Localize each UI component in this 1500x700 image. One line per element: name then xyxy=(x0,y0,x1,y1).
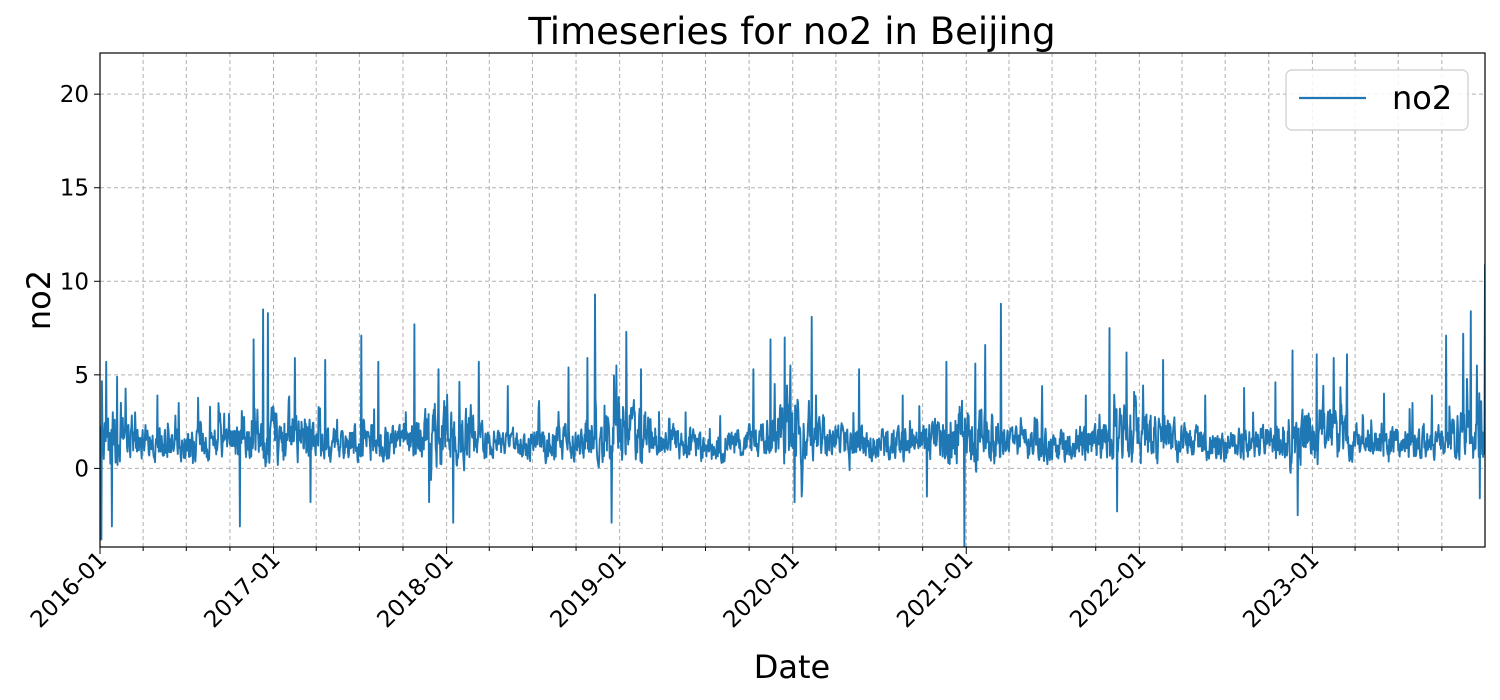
x-tick-label: 2018-01 xyxy=(373,547,459,633)
x-tick-label: 2019-01 xyxy=(546,547,632,633)
y-tick-label: 10 xyxy=(60,269,89,295)
x-tick-label: 2020-01 xyxy=(719,547,805,633)
x-tick-label: 2023-01 xyxy=(1238,547,1324,633)
series-line-no2 xyxy=(100,264,1485,547)
x-axis-label: Date xyxy=(754,648,830,686)
y-tick-label: 5 xyxy=(74,363,89,389)
legend-box xyxy=(1285,69,1469,131)
x-tick-label: 2016-01 xyxy=(26,547,112,633)
plot-frame xyxy=(99,52,1486,548)
y-tick-label: 20 xyxy=(60,82,89,108)
legend-label-no2: no2 xyxy=(1392,79,1452,117)
legend: no2 xyxy=(1285,69,1469,131)
y-axis-label: no2 xyxy=(20,270,58,330)
chart-title: Timeseries for no2 in Beijing xyxy=(527,10,1055,53)
y-tick-label: 0 xyxy=(74,456,89,482)
grid xyxy=(99,53,1485,547)
x-tick-label: 2021-01 xyxy=(892,547,978,633)
x-tick-label: 2017-01 xyxy=(199,547,285,633)
axis-ticks: 0 5 10 15 20 2016-01 2017-01 2018-01 2019-01 2020… xyxy=(26,82,1443,633)
y-tick-label: 15 xyxy=(60,176,89,202)
series-group xyxy=(100,264,1485,547)
x-tick-label: 2022-01 xyxy=(1065,547,1151,633)
